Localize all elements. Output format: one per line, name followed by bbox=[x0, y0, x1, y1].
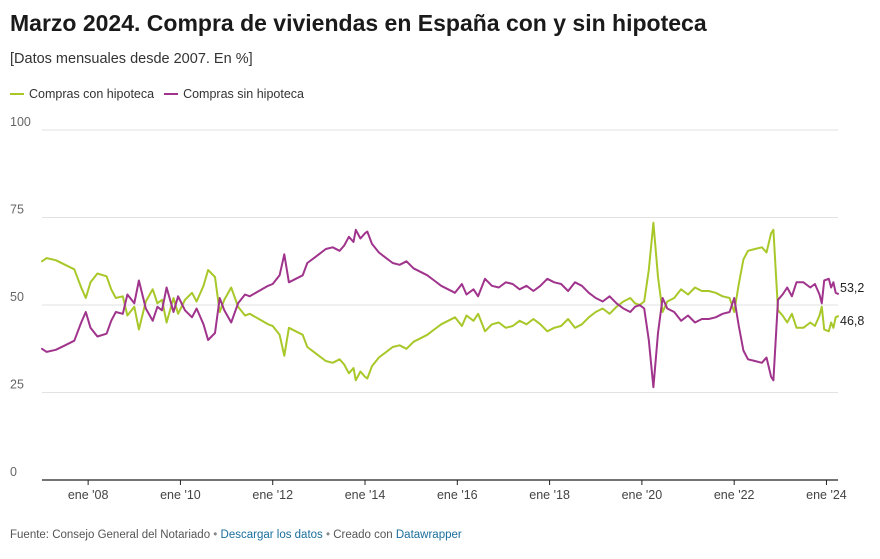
legend-label-con-hipoteca: Compras con hipoteca bbox=[29, 87, 155, 101]
series-line-con-hipoteca bbox=[41, 221, 839, 382]
x-tick-label: ene '14 bbox=[345, 488, 386, 502]
end-label-con-hipoteca: 46,8 bbox=[840, 314, 864, 328]
download-data-link[interactable]: Descargar los datos bbox=[220, 529, 323, 541]
y-tick-label: 50 bbox=[10, 290, 24, 304]
x-tick-label: ene '18 bbox=[529, 488, 570, 502]
legend-item-sin-hipoteca: Compras sin hipoteca bbox=[164, 87, 304, 101]
footer-separator: • bbox=[322, 529, 334, 541]
footer-source: Fuente: Consejo General del Notariado bbox=[10, 529, 211, 541]
x-tick-label: ene '24 bbox=[806, 488, 847, 502]
y-tick-label: 75 bbox=[10, 203, 24, 217]
x-tick-label: ene '22 bbox=[714, 488, 755, 502]
line-chart: 0 25 50 75 100 ene '08 ene '10 ene '12 ene '14 en… bbox=[10, 115, 864, 502]
chart-title: Marzo 2024. Compra de viviendas en Españ… bbox=[10, 10, 707, 36]
footer-created-with: Creado con bbox=[333, 529, 396, 541]
footer: Fuente: Consejo General del Notariado • … bbox=[10, 529, 462, 541]
x-tick-label: ene '16 bbox=[437, 488, 478, 502]
datawrapper-link[interactable]: Datawrapper bbox=[395, 529, 462, 541]
legend-swatch-sin-hipoteca bbox=[164, 93, 179, 95]
legend-label-sin-hipoteca: Compras sin hipoteca bbox=[183, 87, 304, 101]
legend-item-con-hipoteca: Compras con hipoteca bbox=[10, 87, 154, 101]
y-tick-label: 100 bbox=[10, 115, 31, 129]
y-tick-label: 25 bbox=[10, 378, 24, 392]
x-tick-label: ene '10 bbox=[160, 488, 201, 502]
end-label-sin-hipoteca: 53,2 bbox=[840, 281, 864, 295]
footer-separator: • bbox=[210, 529, 221, 541]
x-tick-label: ene '12 bbox=[252, 488, 293, 502]
y-tick-label: 0 bbox=[10, 465, 17, 479]
series-line-sin-hipoteca bbox=[41, 228, 839, 389]
x-tick-label: ene '08 bbox=[68, 488, 109, 502]
x-tick-label: ene '20 bbox=[622, 488, 663, 502]
legend-swatch-con-hipoteca bbox=[10, 93, 24, 95]
chart-legend: Compras con hipoteca Compras sin hipotec… bbox=[10, 87, 314, 101]
chart-subtitle: [Datos mensuales desde 2007. En %] bbox=[10, 51, 253, 67]
